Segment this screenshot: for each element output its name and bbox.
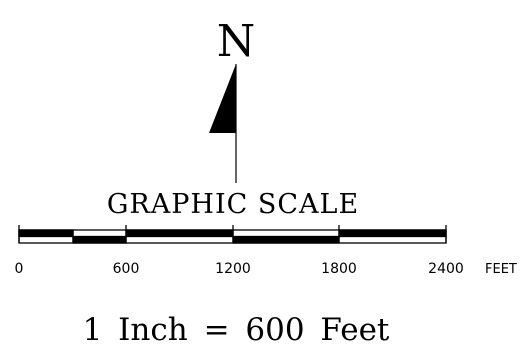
scale-segment-bottom-1 — [72, 235, 127, 244]
scale-segment-bottom-2 — [232, 235, 340, 244]
scale-tick-label: 1800 — [321, 261, 357, 277]
scale-segment-top-1 — [18, 229, 74, 238]
scale-ratio-text: 1 Inch = 600 Feet — [83, 312, 390, 348]
scale-tick-label: 1200 — [215, 261, 251, 277]
scale-tick-label: 600 — [113, 261, 140, 277]
scale-unit-label: FEET — [485, 262, 517, 277]
scale-tick-label: 0 — [15, 261, 24, 277]
scale-tick-labels: 0 600 1200 1800 2400 FEET — [15, 261, 517, 277]
scale-segment-top-3 — [338, 229, 447, 238]
scale-title: GRAPHIC SCALE — [107, 189, 359, 220]
scale-bar — [18, 225, 447, 244]
north-arrow: N — [209, 16, 255, 183]
scale-tick-label: 2400 — [428, 261, 464, 277]
north-arrow-head-icon — [209, 64, 236, 133]
north-letter: N — [217, 16, 256, 67]
scale-segment-top-2 — [125, 229, 234, 238]
